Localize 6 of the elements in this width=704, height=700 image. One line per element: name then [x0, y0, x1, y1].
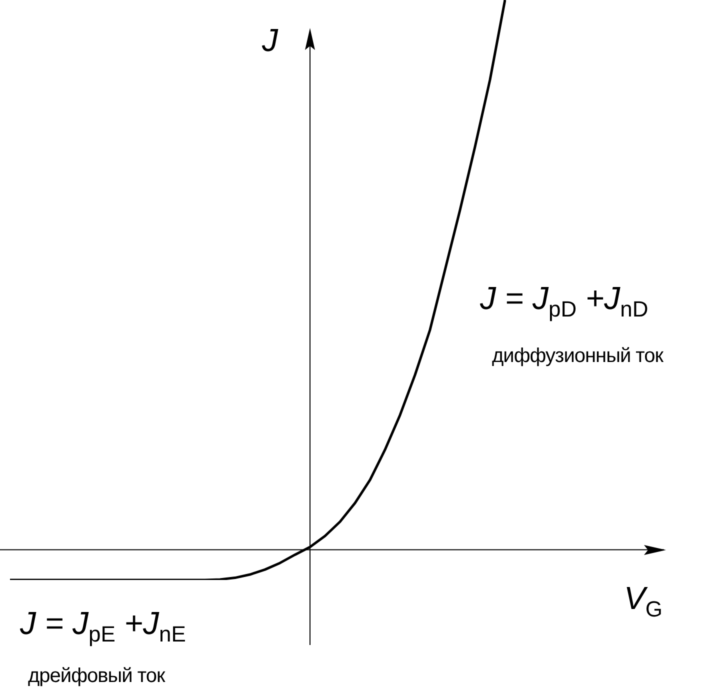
y-axis-title: J	[262, 22, 278, 59]
annotation: J = J$_{pD}$ +J$_{nD}$	[480, 280, 648, 322]
x-axis-title: V$_{G}$	[624, 580, 662, 622]
annotation: диффузионный ток	[492, 345, 663, 368]
text: J = J$_{pE}$ +J$_{nE}$	[20, 605, 186, 648]
text: дрейфовый ток	[28, 665, 165, 688]
